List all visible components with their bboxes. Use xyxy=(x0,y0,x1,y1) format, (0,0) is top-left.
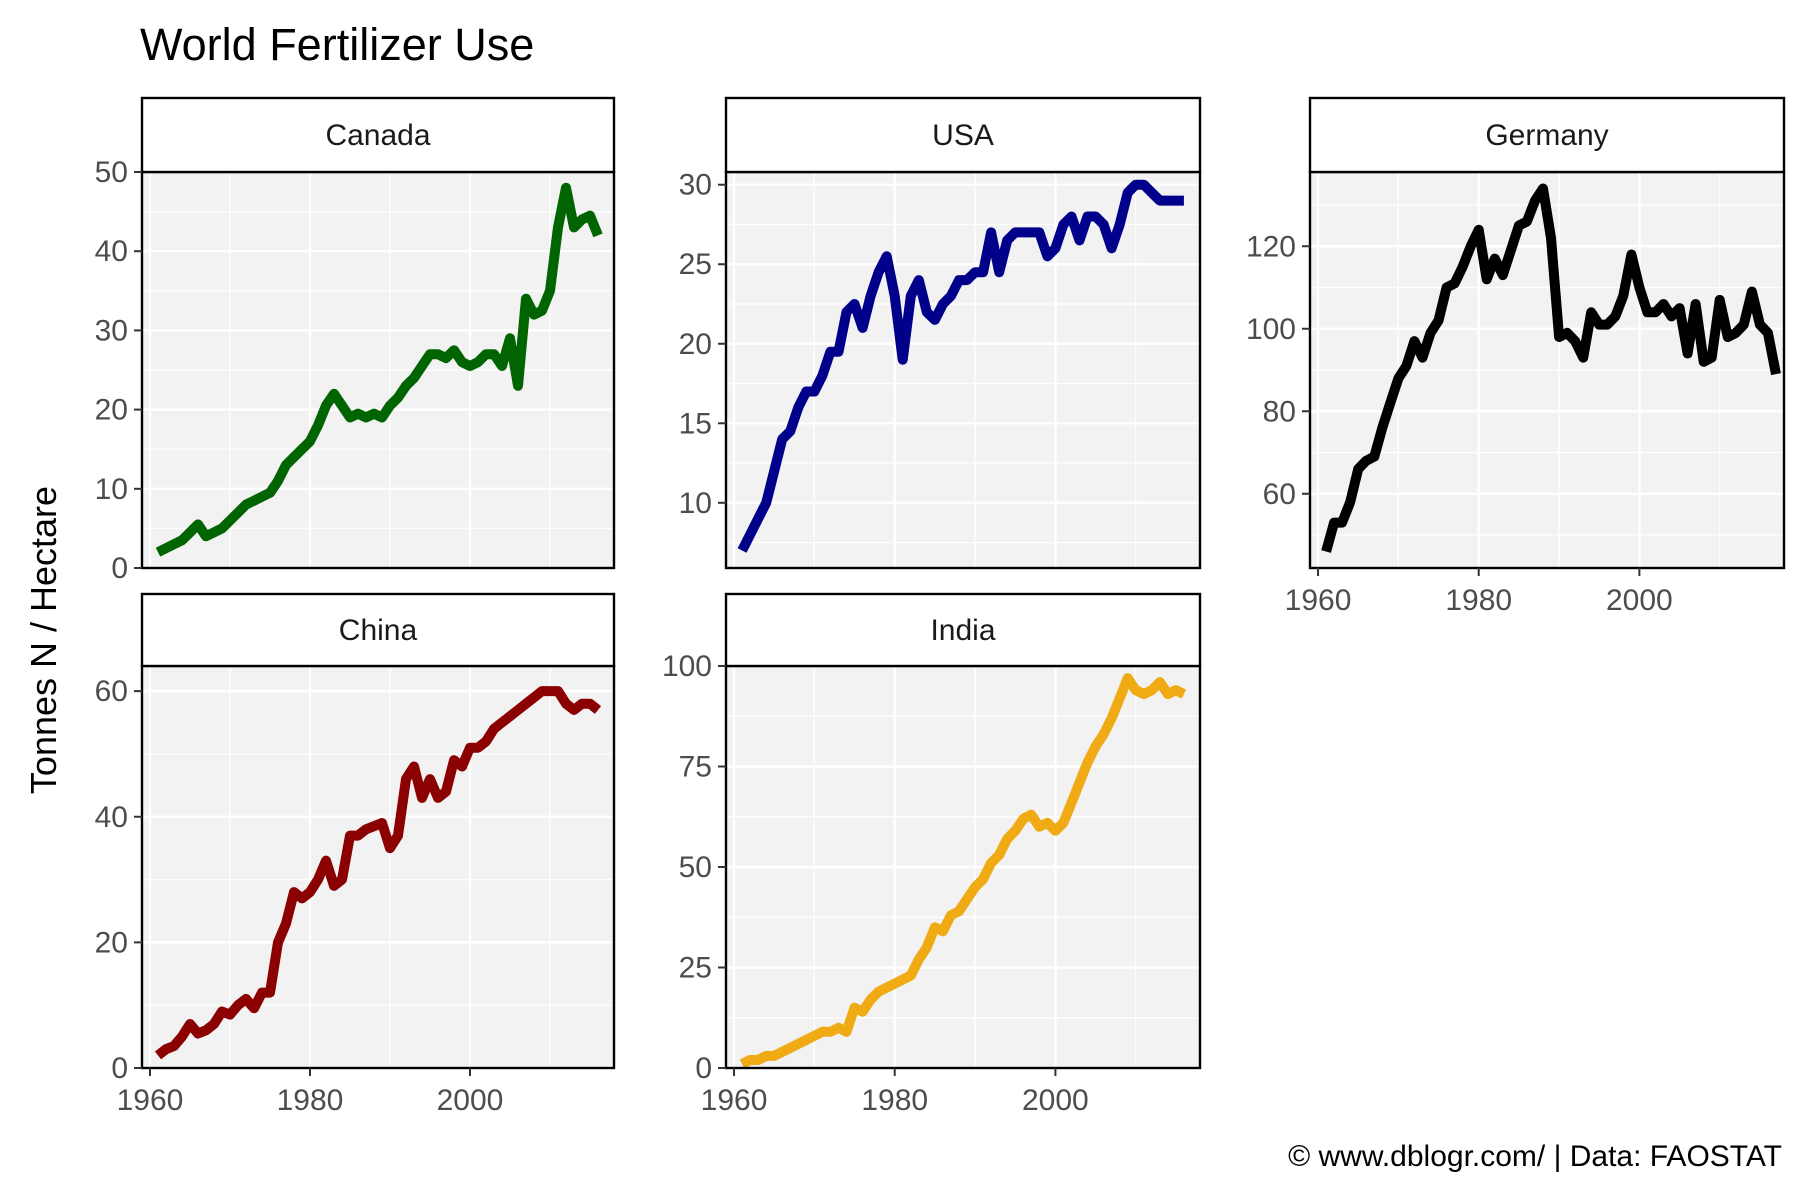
y-tick-label: 0 xyxy=(111,552,128,585)
y-tick-label: 75 xyxy=(679,751,712,784)
y-tick-label: 10 xyxy=(95,473,128,506)
y-tick-label: 15 xyxy=(679,407,712,440)
strip-label: India xyxy=(930,614,995,647)
y-tick-label: 25 xyxy=(679,952,712,985)
y-tick-label: 50 xyxy=(95,156,128,189)
series-line-canada xyxy=(155,182,603,557)
strip-box xyxy=(1308,96,1786,174)
y-tick-label: 10 xyxy=(679,487,712,520)
y-tick-label: 50 xyxy=(679,851,712,884)
y-axis-label: Tonnes N / Hectare xyxy=(23,486,64,794)
panel-india: India 0 25 50 75 100 1960 1980 2000 xyxy=(662,592,1202,1117)
y-tick-label: 40 xyxy=(95,801,128,834)
panel-canada: Canada 0 10 20 30 40 50 xyxy=(95,96,616,585)
y-tick-label: 0 xyxy=(695,1052,712,1085)
y-tick-label: 40 xyxy=(95,235,128,268)
y-tick-label: 80 xyxy=(1263,395,1296,428)
series-line-china xyxy=(154,686,602,1060)
chart-title: World Fertilizer Use xyxy=(140,19,534,70)
y-tick-label: 100 xyxy=(1246,313,1296,346)
y-tick-label: 30 xyxy=(679,169,712,202)
x-tick-label: 1980 xyxy=(1445,584,1512,617)
y-tick-label: 20 xyxy=(95,926,128,959)
x-tick-label: 1960 xyxy=(117,1084,184,1117)
series-line-germany xyxy=(1321,183,1781,553)
panel-china: China 0 20 40 60 1960 1980 2000 xyxy=(95,592,616,1117)
panel-background xyxy=(142,666,614,1068)
x-tick-label: 1980 xyxy=(861,1084,928,1117)
panel-background xyxy=(726,172,1200,568)
y-tick-label: 120 xyxy=(1246,230,1296,263)
x-tick-label: 1960 xyxy=(1285,584,1352,617)
y-tick-label: 20 xyxy=(679,328,712,361)
y-tick-label: 0 xyxy=(111,1052,128,1085)
caption: © www.dblogr.com/ | Data: FAOSTAT xyxy=(1288,1140,1782,1173)
panel-germany: Germany 60 80 100 120 1960 1980 2000 xyxy=(1246,96,1786,617)
y-tick-label: 25 xyxy=(679,248,712,281)
strip-label: Canada xyxy=(325,119,430,152)
series-line-india xyxy=(739,673,1187,1069)
x-tick-label: 2000 xyxy=(437,1084,504,1117)
x-tick-label: 2000 xyxy=(1022,1084,1089,1117)
x-tick-label: 1960 xyxy=(701,1084,768,1117)
series-line-usa xyxy=(737,179,1184,553)
x-tick-label: 2000 xyxy=(1606,584,1673,617)
facet-panels: Canada 0 10 20 30 40 50 USA 10 15 20 25 30 Germany 60 8… xyxy=(95,96,1786,1117)
y-tick-label: 60 xyxy=(1263,478,1296,511)
panel-usa: USA 10 15 20 25 30 xyxy=(679,96,1202,570)
strip-label: China xyxy=(339,614,418,647)
strip-label: Germany xyxy=(1485,119,1608,152)
y-tick-label: 30 xyxy=(95,314,128,347)
x-tick-label: 1980 xyxy=(277,1084,344,1117)
strip-box xyxy=(724,592,1202,668)
y-tick-label: 60 xyxy=(95,675,128,708)
y-tick-label: 100 xyxy=(662,650,712,683)
strip-label: USA xyxy=(932,119,994,152)
y-tick-label: 20 xyxy=(95,394,128,427)
strip-box xyxy=(140,592,616,668)
strip-box xyxy=(724,96,1202,174)
strip-box xyxy=(140,96,616,174)
